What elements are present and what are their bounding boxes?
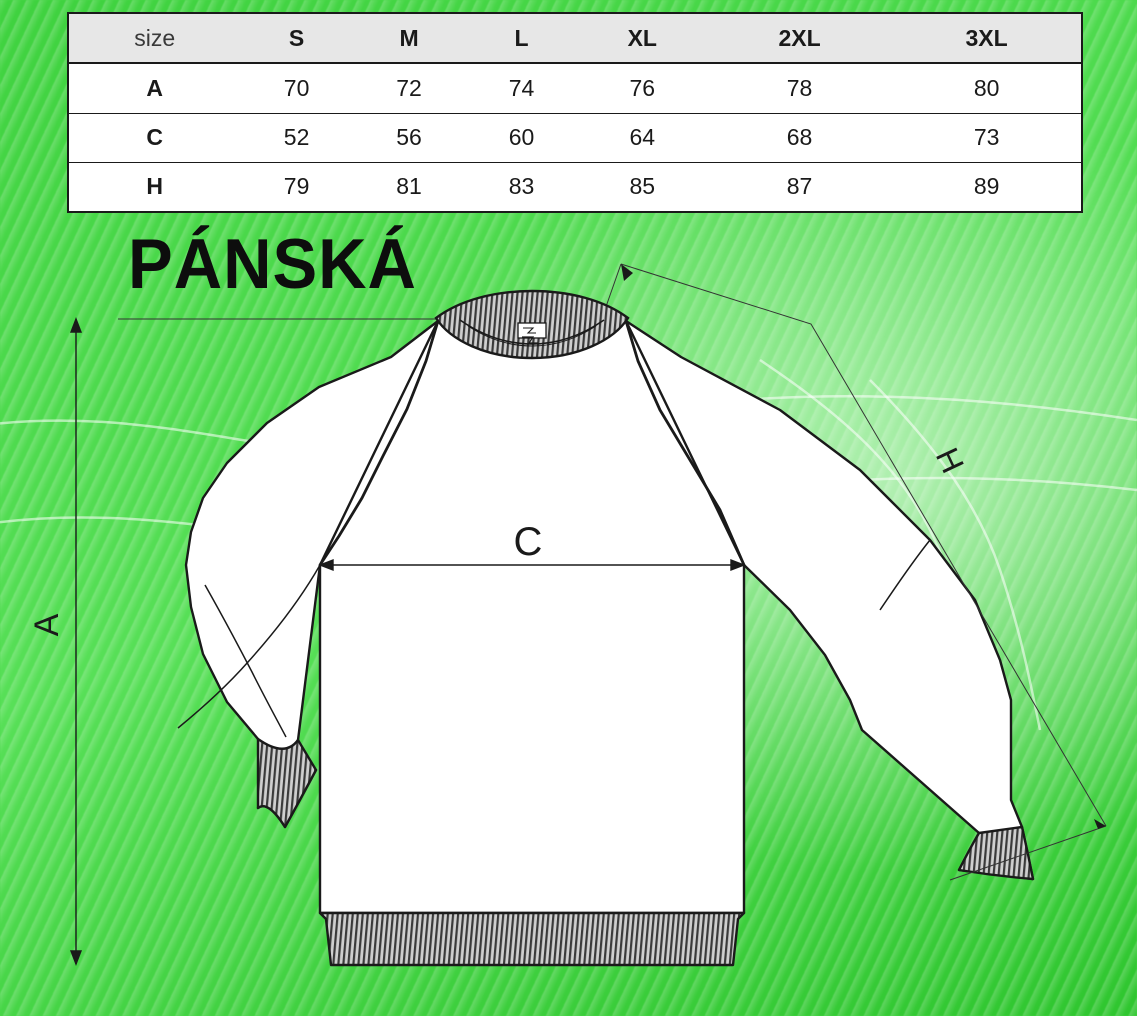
svg-text:H: H bbox=[929, 442, 971, 478]
svg-text:C: C bbox=[514, 520, 543, 564]
svg-text:A: A bbox=[28, 613, 66, 636]
